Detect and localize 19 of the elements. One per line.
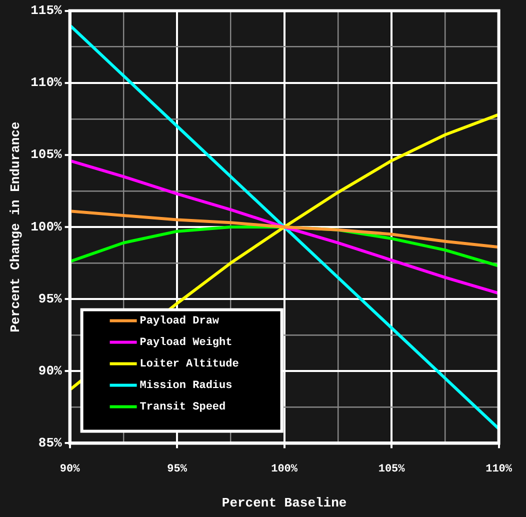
y-axis-title: Percent Change in Endurance	[8, 121, 24, 332]
legend-label: Mission Radius	[140, 380, 232, 392]
x-tick-label: 95%	[167, 464, 188, 476]
legend-label: Payload Draw	[140, 315, 220, 328]
legend-label: Transit Speed	[140, 401, 226, 414]
x-tick-label: 90%	[60, 464, 80, 476]
y-tick-label: 105%	[30, 147, 62, 162]
legend-label: Loiter Altitude	[140, 358, 240, 370]
x-axis-title: Percent Baseline	[222, 495, 347, 510]
x-tick-label: 110%	[486, 464, 512, 476]
y-tick-label: 85%	[38, 435, 62, 450]
y-tick-label: 95%	[38, 291, 62, 306]
x-tick-label: 100%	[271, 464, 298, 476]
x-tick-label: 105%	[378, 464, 406, 476]
y-tick-label: 110%	[30, 75, 62, 90]
y-tick-label: 90%	[38, 363, 62, 378]
legend-label: Payload Weight	[140, 336, 232, 349]
y-tick-label: 115%	[30, 3, 62, 18]
y-tick-label: 100%	[30, 219, 62, 234]
